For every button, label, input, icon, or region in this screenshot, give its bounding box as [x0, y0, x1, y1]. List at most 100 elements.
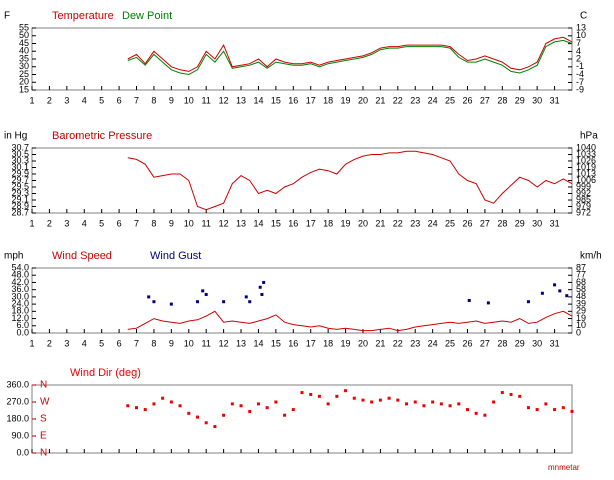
x-tick-label: 22 [393, 338, 403, 348]
y-tick-label: 29.7 [11, 175, 29, 185]
x-tick-label: 15 [271, 338, 281, 348]
point [204, 421, 208, 425]
x-tick-label: 18 [323, 95, 333, 105]
x-tick-label: 26 [462, 218, 472, 228]
x-tick-label: 4 [82, 95, 87, 105]
x-tick-label: 6 [117, 218, 122, 228]
x-tick-label: 24 [428, 338, 438, 348]
x-tick-label: 17 [306, 218, 316, 228]
x-tick-label: 19 [341, 95, 351, 105]
point [195, 415, 199, 419]
line [127, 36, 573, 72]
compass-label: E [40, 431, 47, 442]
y-tick-label: 20 [19, 77, 29, 87]
point [405, 402, 409, 406]
y2-tick-label: -1 [576, 61, 584, 71]
point [262, 280, 266, 284]
y2-tick-label: 13 [576, 22, 586, 32]
plot-area [31, 147, 573, 214]
x-tick-label: 12 [219, 218, 229, 228]
y2-tick-label: -4 [576, 69, 584, 79]
point [486, 301, 490, 305]
y2-tick-label: 2 [576, 53, 581, 63]
point [248, 409, 252, 413]
point [222, 413, 226, 417]
y2-tick-label: 4 [576, 46, 581, 56]
x-tick-label: 5 [99, 218, 104, 228]
x-tick-label: 10 [184, 95, 194, 105]
y-tick-label: 360.0 [6, 379, 29, 389]
x-tick-label: 7 [134, 218, 139, 228]
legend-entry: Wind Gust [150, 250, 201, 262]
x-tick-label: 24 [428, 95, 438, 105]
plot-area [31, 384, 573, 454]
point [457, 402, 461, 406]
point [396, 398, 400, 402]
y2-tick-label: 1040 [576, 142, 596, 152]
x-tick-label: 11 [202, 95, 211, 105]
plot-area [31, 27, 573, 91]
x-tick-label: 4 [82, 218, 87, 228]
point [256, 402, 260, 406]
point [540, 291, 544, 295]
y2-tick-label: 999 [576, 181, 591, 191]
point [244, 295, 248, 299]
footer: mnmetar [548, 463, 580, 472]
y-tick-label: 45 [19, 38, 29, 48]
y-tick-label: 12.0 [11, 313, 29, 323]
point [509, 392, 513, 396]
y-tick-label: 48.0 [11, 270, 29, 280]
x-tick-label: 2 [47, 218, 52, 228]
x-tick-label: 5 [99, 338, 104, 348]
y-tick-label: 30.7 [11, 142, 29, 152]
x-tick-label: 24 [428, 218, 438, 228]
point [370, 400, 374, 404]
x-tick-label: 29 [515, 338, 525, 348]
y2-axis-unit: hPa [580, 131, 598, 142]
point [265, 406, 269, 410]
x-tick-label: 28 [497, 218, 507, 228]
point [561, 406, 565, 410]
point [335, 394, 339, 398]
point [147, 295, 151, 299]
point [178, 404, 182, 408]
point [448, 404, 452, 408]
y-axis-unit: F [4, 11, 10, 22]
y-tick-label: 40 [19, 46, 29, 56]
y-tick-label: 36.0 [11, 284, 29, 294]
y2-tick-label: 1013 [576, 168, 596, 178]
x-tick-label: 25 [445, 218, 455, 228]
point [483, 413, 487, 417]
y2-tick-label: 1006 [576, 175, 596, 185]
x-tick-label: 18 [323, 338, 333, 348]
compass-label: S [40, 414, 47, 425]
point [260, 292, 264, 296]
point [526, 406, 530, 410]
point [413, 400, 417, 404]
point [558, 289, 562, 293]
x-tick-label: 31 [550, 338, 560, 348]
y2-axis-unit: km/h [580, 251, 602, 262]
point [169, 400, 173, 404]
x-tick-label: 16 [288, 218, 298, 228]
line [127, 150, 573, 211]
point [422, 404, 426, 408]
legend-entry: Wind Dir (deg) [70, 367, 141, 379]
point [283, 413, 287, 417]
x-tick-label: 7 [134, 95, 139, 105]
x-tick-label: 13 [236, 338, 246, 348]
x-tick-label: 10 [184, 218, 194, 228]
y-tick-label: 25 [19, 69, 29, 79]
y-tick-label: 24.0 [11, 298, 29, 308]
x-tick-label: 18 [323, 218, 333, 228]
point [152, 300, 156, 304]
legend-entry: Wind Speed [52, 250, 112, 262]
y-tick-label: 30.3 [11, 155, 29, 165]
point [467, 299, 471, 302]
y-tick-label: 90.0 [11, 430, 29, 440]
y-tick-label: 55 [19, 22, 29, 32]
x-tick-label: 20 [358, 218, 368, 228]
y2-tick-label: 58 [576, 284, 586, 294]
y2-tick-label: 48 [576, 291, 586, 301]
